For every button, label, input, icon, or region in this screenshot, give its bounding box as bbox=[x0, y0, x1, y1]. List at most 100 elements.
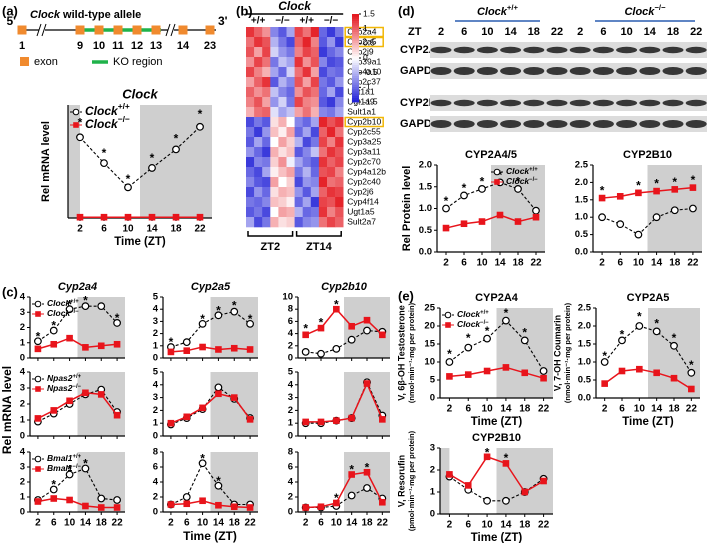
significance: * bbox=[620, 327, 625, 341]
y-tick-label: 5 bbox=[288, 367, 294, 378]
blot-band bbox=[523, 46, 545, 54]
heatmap-cell bbox=[262, 57, 271, 68]
panel-label: (e) bbox=[398, 288, 414, 303]
marker bbox=[230, 394, 238, 401]
x-tick-label: 22 bbox=[538, 404, 550, 415]
blot-band bbox=[523, 67, 545, 75]
heatmap-cell bbox=[310, 37, 320, 48]
heatmap-cell bbox=[327, 87, 336, 98]
heatmap-cell bbox=[294, 87, 303, 98]
y-tick-label: 0.0 bbox=[578, 393, 591, 404]
colorbar-step bbox=[352, 80, 359, 83]
lane-label: 18 bbox=[667, 26, 679, 38]
heatmap-cell bbox=[310, 57, 320, 68]
break-mark bbox=[170, 23, 176, 37]
heatmap-cell bbox=[310, 197, 320, 208]
significance: * bbox=[672, 331, 677, 345]
heatmap-cell bbox=[286, 107, 295, 118]
heatmap-cell bbox=[327, 137, 336, 148]
blot-band bbox=[476, 99, 498, 107]
x-tick-label: 10 bbox=[122, 224, 134, 235]
marker bbox=[618, 367, 626, 375]
legend-marker bbox=[35, 311, 41, 317]
x-tick-label: 6 bbox=[619, 404, 625, 415]
legend-label: Clock+/+ bbox=[457, 309, 489, 319]
marker bbox=[464, 371, 472, 378]
marker bbox=[347, 491, 356, 500]
text-part: +/+ bbox=[70, 299, 79, 305]
heatmap-cell bbox=[318, 67, 328, 78]
significance: * bbox=[485, 445, 490, 459]
heatmap-cell bbox=[310, 207, 320, 218]
heatmap-cell bbox=[335, 167, 344, 178]
heatmap-cell bbox=[246, 197, 255, 208]
marker bbox=[167, 501, 175, 508]
y-tick-label: 10 bbox=[424, 357, 435, 368]
heatmap-cell bbox=[286, 167, 295, 178]
marker bbox=[82, 389, 89, 397]
significance: * bbox=[174, 131, 179, 145]
heatmap-cell bbox=[335, 197, 344, 208]
x-axis-label: Time (ZT) bbox=[114, 236, 166, 248]
marker bbox=[634, 230, 643, 239]
significance: * bbox=[216, 303, 221, 317]
heatmap-cell bbox=[262, 147, 271, 158]
heatmap-cell bbox=[286, 67, 295, 78]
significance: * bbox=[334, 297, 339, 311]
gene-title: Clock wild-type allele bbox=[30, 9, 141, 21]
column-group: +/+ bbox=[251, 16, 266, 27]
marker bbox=[520, 336, 529, 345]
marker bbox=[182, 493, 191, 501]
text-part: Npas2 bbox=[47, 373, 73, 383]
colorbar-step bbox=[352, 66, 359, 70]
y-tick-label: 0 bbox=[288, 507, 293, 518]
marker bbox=[34, 415, 42, 422]
heatmap-cell bbox=[335, 147, 344, 158]
text-part: Npas2 bbox=[47, 383, 73, 393]
row-label: Cyp2c70 bbox=[347, 156, 381, 166]
blot-band bbox=[523, 120, 545, 128]
heatmap-cell bbox=[286, 37, 295, 48]
text-part: +/+ bbox=[73, 374, 82, 380]
blot-band bbox=[546, 120, 568, 128]
text-part: −/− bbox=[70, 309, 79, 315]
colorbar-step bbox=[352, 51, 359, 54]
heatmap-cell bbox=[327, 187, 336, 198]
heatmap-cell bbox=[286, 87, 295, 98]
row-label: Ugt1a1 bbox=[347, 86, 375, 96]
significance: * bbox=[504, 306, 509, 320]
row-label: Cyp3a11 bbox=[347, 146, 381, 156]
heatmap-cell bbox=[335, 87, 344, 98]
exon bbox=[205, 25, 215, 35]
heatmap-cell bbox=[318, 147, 328, 158]
y-tick-label: 3 bbox=[20, 462, 25, 473]
text-part: Clock bbox=[457, 319, 481, 329]
heatmap-cell bbox=[278, 157, 287, 168]
heatmap-cell bbox=[302, 67, 312, 78]
heatmap-cell bbox=[254, 97, 263, 108]
y-tick-label: 1.5 bbox=[419, 181, 433, 192]
marker bbox=[464, 343, 473, 352]
x-tick-label: 10 bbox=[633, 258, 645, 269]
blot-band bbox=[616, 99, 638, 107]
text-part: −/− bbox=[480, 320, 489, 326]
x-tick-label: 6 bbox=[465, 404, 471, 415]
colorbar-step bbox=[352, 18, 359, 21]
blot-strip bbox=[430, 95, 707, 111]
y-tick-label: 0.0 bbox=[419, 247, 432, 258]
heatmap-cell bbox=[318, 37, 328, 48]
heatmap-cell bbox=[278, 57, 287, 68]
colorbar-label: 0.5 bbox=[363, 38, 375, 48]
marker bbox=[688, 385, 695, 393]
heatmap-cell bbox=[254, 217, 263, 228]
marker bbox=[97, 302, 106, 311]
heatmap-cell bbox=[302, 127, 312, 138]
heatmap-cell bbox=[318, 137, 328, 148]
exon-label: 9 bbox=[77, 40, 83, 52]
heatmap-cell bbox=[327, 27, 336, 38]
heatmap-cell bbox=[302, 147, 312, 158]
marker bbox=[598, 194, 606, 202]
heatmap-cell bbox=[327, 207, 336, 218]
colorbar-step bbox=[352, 60, 359, 63]
